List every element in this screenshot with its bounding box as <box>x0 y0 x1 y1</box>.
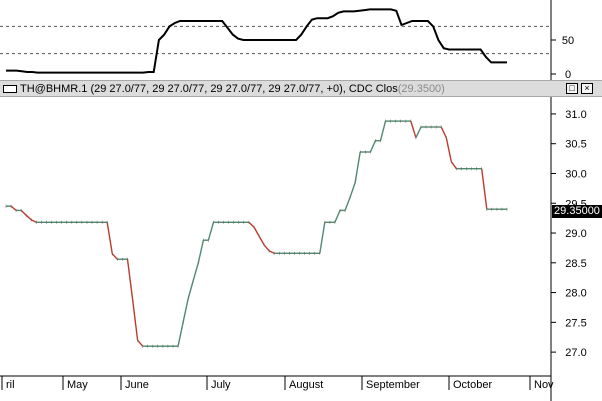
series-legend-swatch <box>3 84 17 93</box>
restore-button[interactable]: □ <box>566 83 578 94</box>
indicator-line <box>6 8 507 74</box>
price-line-segment <box>10 205 17 211</box>
price-tick-label: 27.0 <box>565 347 586 359</box>
price-line-segment <box>126 259 134 299</box>
month-label: June <box>125 379 149 391</box>
price-tick-label: 28.0 <box>565 288 586 300</box>
price-tick-label: 29.0 <box>565 228 586 240</box>
price-line-segment <box>415 126 422 139</box>
price-tick-label: 27.5 <box>565 317 586 329</box>
price-line-segment <box>354 151 361 183</box>
price-line-segment <box>248 221 255 228</box>
price-line-segment <box>182 298 189 323</box>
price-line-segment <box>131 298 139 341</box>
price-line-segment <box>369 140 377 153</box>
price-pane: 27.027.528.028.529.029.530.030.531.0 ril… <box>0 97 587 401</box>
close-button[interactable]: × <box>581 83 593 94</box>
month-label: October <box>453 379 492 391</box>
price-line-segment <box>106 222 113 255</box>
price-line-segment <box>344 197 351 211</box>
indicator-pane: 0 50 <box>0 0 574 80</box>
price-tick-label: 31.0 <box>565 109 586 121</box>
price-line-segment <box>379 120 387 141</box>
close-icon: × <box>584 83 590 93</box>
price-line-segment <box>410 120 417 138</box>
price-pane-current-value: (29.3500) <box>397 82 445 95</box>
price-line-segment <box>440 126 447 139</box>
price-line-segment <box>25 214 32 221</box>
last-price-label: 29.35000 <box>552 205 602 218</box>
price-line-segment <box>334 210 341 223</box>
month-label: Nov <box>534 379 554 391</box>
price-line-segment <box>263 244 270 252</box>
month-label: July <box>211 379 231 391</box>
price-line-segment <box>450 161 457 170</box>
price-line-segment <box>31 219 37 223</box>
price-line-segment <box>349 182 356 198</box>
indicator-tick-label: 0 <box>565 69 571 80</box>
price-line-segment <box>177 322 184 347</box>
price-line-segment <box>207 222 215 241</box>
month-label: August <box>289 379 323 391</box>
price-pane-header: TH@BHMR.1 (29 27.0/77, 29 27.0/77, 29 27… <box>0 80 602 97</box>
price-line-segment <box>481 168 488 210</box>
price-line-segment <box>111 253 118 260</box>
month-label: ril <box>6 379 15 391</box>
price-line-segment <box>192 262 199 281</box>
price-line-segment <box>197 240 205 263</box>
price-line-segment <box>268 250 275 254</box>
indicator-tick-label: 50 <box>562 35 574 47</box>
price-tick-label: 30.5 <box>565 139 586 151</box>
month-label: September <box>366 379 420 391</box>
price-line-segment <box>319 222 326 254</box>
price-tick-label: 30.0 <box>565 168 586 180</box>
price-line-segment <box>20 209 27 216</box>
month-label: May <box>67 379 88 391</box>
price-line-segment <box>445 137 452 162</box>
price-pane-title: TH@BHMR.1 (29 27.0/77, 29 27.0/77, 29 27… <box>20 82 398 95</box>
price-line-segment <box>187 280 194 299</box>
price-line-segment <box>253 226 260 237</box>
price-tick-label: 28.5 <box>565 258 586 270</box>
restore-icon: □ <box>569 83 575 93</box>
price-line-segment <box>137 339 144 347</box>
price-line-segment <box>258 235 265 246</box>
